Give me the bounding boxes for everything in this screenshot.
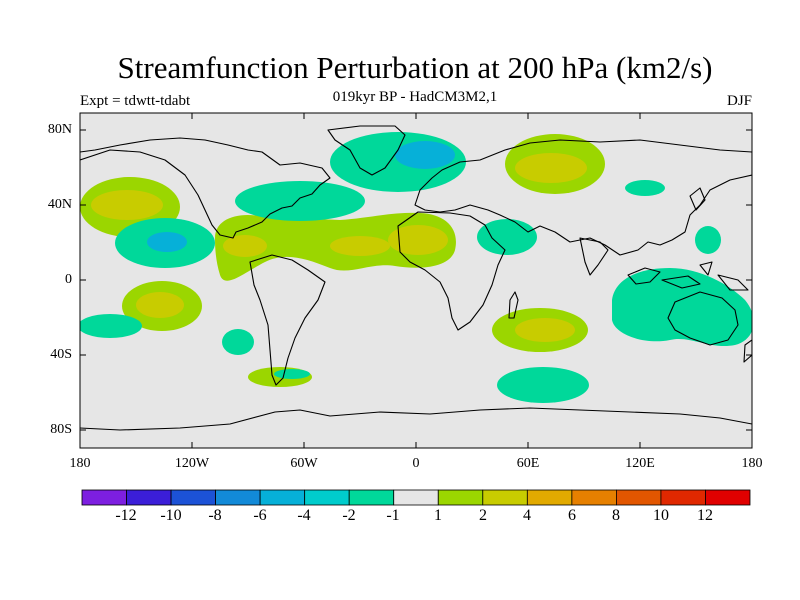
lat-tick-40s: 40S <box>50 347 72 362</box>
maritime-continent-outline <box>627 261 749 291</box>
lat-tick-80n: 80N <box>47 122 72 137</box>
plot-subtitle: 019kyr BP - HadCM3M2,1 <box>332 89 498 105</box>
colorbar-box <box>526 489 573 506</box>
lat-tick-80s: 80S <box>50 422 72 437</box>
colorbar-label: -1 <box>386 507 400 524</box>
lon-tick-60e: 60E <box>516 456 540 471</box>
lon-tick-180e: 180 <box>741 456 763 471</box>
colorbar-box <box>571 489 617 506</box>
anomaly-south-west-pacific-negative <box>80 314 142 338</box>
colorbar-box <box>259 489 306 506</box>
anomaly-arabia-negative <box>477 219 537 255</box>
lat-tick-40n: 40N <box>47 197 72 212</box>
anomaly-central-asia-negative <box>625 180 665 196</box>
anomaly-africa-core <box>388 225 448 255</box>
lon-tick-0: 0 <box>412 456 420 471</box>
lon-tick-60w: 60W <box>290 456 318 471</box>
anomaly-north-america-negative <box>235 181 365 221</box>
axis-ticks <box>80 113 752 448</box>
colorbar-label: -6 <box>253 507 267 524</box>
colorbar-box <box>126 489 172 506</box>
japan-outline <box>689 187 706 211</box>
colorbar-label: -2 <box>342 507 356 524</box>
lon-tick-120w: 120W <box>174 456 210 471</box>
new-zealand-outline <box>743 339 752 363</box>
colorbar-box <box>705 489 751 506</box>
anomaly-south-east-pacific-negative <box>222 329 254 355</box>
experiment-label: Expt = tdwtt-tdabt <box>80 93 191 109</box>
colorbar-box <box>348 489 395 506</box>
lat-tick-0: 0 <box>65 272 72 287</box>
africa-outline <box>397 211 506 331</box>
colorbar-box <box>616 489 662 506</box>
anomaly-greenland-core <box>395 141 455 169</box>
colorbar <box>81 489 751 506</box>
colorbar-label: 12 <box>697 507 713 524</box>
colorbar-label: -12 <box>115 507 137 524</box>
colorbar-label: -4 <box>297 507 311 524</box>
anomaly-north-atlantic-core <box>515 153 587 183</box>
anomaly-north-pacific-core <box>91 190 163 220</box>
india-outline <box>579 237 609 276</box>
colorbar-label: 6 <box>568 507 576 524</box>
season-label: DJF <box>726 93 752 109</box>
antarctica-outline <box>80 407 752 431</box>
colorbar-box <box>81 489 127 506</box>
australia-outline <box>667 291 739 346</box>
north-america-outline <box>80 137 331 239</box>
colorbar-label: -8 <box>208 507 222 524</box>
anomaly-maritime-continent-negative <box>612 268 752 346</box>
anomaly-caribbean-core <box>223 235 267 257</box>
colorbar-label: 2 <box>479 507 487 524</box>
lon-tick-180w: 180 <box>69 456 91 471</box>
colorbar-box <box>170 489 217 506</box>
colorbar-box <box>660 489 706 506</box>
plot-title: Streamfunction Perturbation at 200 hPa (… <box>117 50 713 85</box>
coastlines <box>80 125 752 431</box>
colorbar-label: -10 <box>160 507 182 524</box>
colorbar-label: 4 <box>523 507 531 524</box>
south-america-outline <box>249 254 326 386</box>
colorbar-box <box>482 489 528 506</box>
colorbar-label: 8 <box>612 507 620 524</box>
colorbar-box <box>393 489 439 506</box>
anomaly-indian-ocean-core <box>515 318 575 342</box>
anomaly-cape-horn-negative <box>274 369 310 379</box>
lon-tick-120e: 120E <box>625 456 655 471</box>
anomaly-southern-ocean-negative <box>497 367 589 403</box>
colorbar-box <box>304 489 350 506</box>
greenland-outline <box>327 125 406 176</box>
anomaly-fields <box>80 132 752 403</box>
europe-asia-outline <box>414 139 752 256</box>
anomaly-south-pacific-core <box>136 292 184 318</box>
anomaly-east-pacific-core <box>147 232 187 252</box>
colorbar-label: 10 <box>653 507 669 524</box>
colorbar-box <box>215 489 261 506</box>
anomaly-atlantic-core <box>330 236 390 256</box>
colorbar-label: 1 <box>434 507 442 524</box>
colorbar-box <box>437 489 484 506</box>
anomaly-west-pacific-negative <box>695 226 721 254</box>
madagascar-outline <box>508 291 519 319</box>
